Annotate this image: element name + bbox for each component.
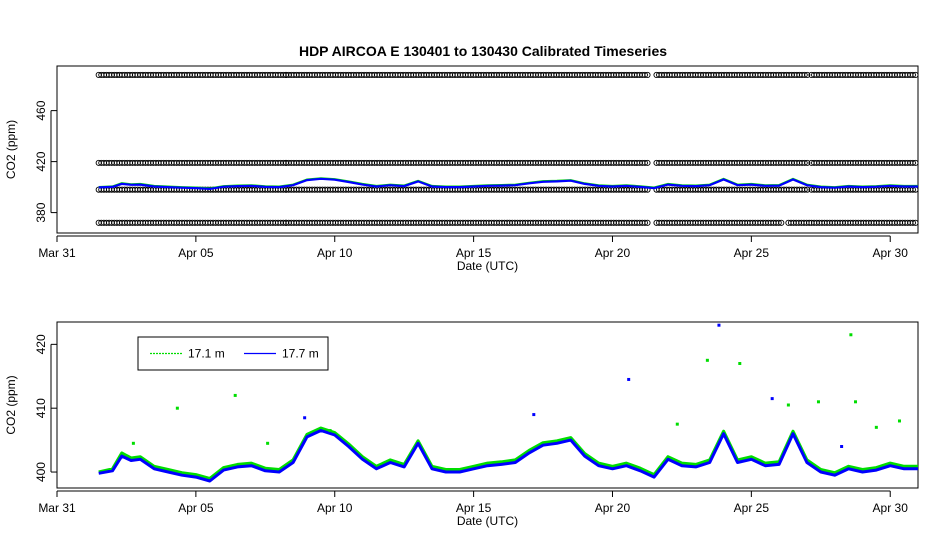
x-tick-label: Apr 30 — [873, 246, 909, 260]
outlier-point — [233, 393, 237, 397]
outlier-point — [175, 406, 179, 410]
outlier-point — [874, 425, 878, 429]
outlier-point — [738, 362, 742, 365]
standard-point — [641, 219, 648, 226]
outlier-point — [897, 419, 901, 423]
legend: 17.1 m 17.7 m — [137, 336, 329, 371]
outlier-point — [717, 323, 721, 327]
standard-point — [641, 71, 648, 78]
x-tick-label: Apr 25 — [734, 501, 770, 515]
y-tick-label: 400 — [34, 462, 48, 482]
y-tick-label: 410 — [34, 398, 48, 418]
standard-point — [644, 159, 651, 166]
outlier-point — [627, 377, 631, 381]
x-tick-label: Mar 31 — [38, 501, 76, 515]
x-tick-label: Apr 30 — [873, 501, 909, 515]
panel-calibrated-standards: Mar 31 Apr 05 Apr 10 Apr 15 Apr 20 Apr 25 Apr … — [4, 65, 919, 273]
x-tick-label: Apr 10 — [317, 501, 353, 515]
y-axis: 380 420 460 — [34, 100, 57, 223]
standard-point — [641, 159, 648, 166]
x-tick-label: Apr 15 — [456, 501, 492, 515]
series-line — [98, 429, 918, 483]
x-tick-label: Apr 20 — [595, 501, 631, 515]
outlier-point — [840, 445, 844, 448]
standard-point — [644, 71, 651, 78]
y-tick-label: 420 — [34, 334, 48, 354]
standard-level — [95, 219, 919, 226]
standard-level — [95, 71, 919, 78]
standard-point — [912, 219, 919, 226]
outlier-point — [328, 429, 332, 433]
standard-point — [778, 219, 785, 226]
standard-point — [804, 159, 811, 166]
x-tick-label: Apr 05 — [178, 246, 214, 260]
standard-point — [912, 71, 919, 78]
outlier-point — [786, 403, 790, 407]
legend-label: 17.7 m — [282, 347, 319, 361]
panel-co2-timeseries: Mar 31 Apr 05 Apr 10 Apr 15 Apr 20 Apr 25 Apr … — [4, 321, 919, 528]
y-axis-label: CO2 (ppm) — [4, 375, 18, 434]
outlier-point — [303, 416, 307, 420]
y-axis-label: CO2 (ppm) — [4, 120, 18, 179]
outlier-point — [816, 400, 820, 404]
y-tick-label: 460 — [34, 100, 48, 120]
standard-point — [801, 71, 808, 78]
standard-point — [909, 71, 916, 78]
ambient-series-line — [98, 177, 918, 191]
x-tick-label: Apr 05 — [178, 501, 214, 515]
y-tick-label: 380 — [34, 202, 48, 222]
outlier-point — [705, 358, 709, 362]
standard-level — [95, 186, 919, 193]
x-axis: Mar 31 Apr 05 Apr 10 Apr 15 Apr 20 Apr 25 Apr … — [38, 490, 909, 515]
standard-point — [801, 186, 808, 193]
x-tick-label: Mar 31 — [38, 246, 76, 260]
standard-point — [804, 186, 811, 193]
outlier-point — [675, 422, 679, 426]
x-axis-label: Date (UTC) — [457, 514, 518, 528]
chart-title: HDP AIRCOA E 130401 to 130430 Calibrated… — [299, 43, 667, 59]
y-axis: 400 410 420 — [34, 334, 57, 482]
y-tick-label: 420 — [34, 151, 48, 171]
standard-point — [909, 159, 916, 166]
x-tick-label: Apr 20 — [595, 246, 631, 260]
standard-point — [909, 219, 916, 226]
x-tick-label: Apr 10 — [317, 246, 353, 260]
outlier-point — [532, 413, 536, 417]
standard-point — [804, 71, 811, 78]
plot-frame — [56, 65, 919, 234]
standard-level — [95, 159, 919, 166]
standard-point — [775, 219, 782, 226]
standard-point — [912, 159, 919, 166]
x-tick-label: Apr 25 — [734, 246, 770, 260]
outlier-point — [849, 333, 853, 337]
standard-point — [801, 159, 808, 166]
outlier-point — [131, 441, 135, 445]
x-axis: Mar 31 Apr 05 Apr 10 Apr 15 Apr 20 Apr 25 Apr … — [38, 235, 909, 260]
plot-frame — [56, 321, 919, 489]
standard-point — [644, 219, 651, 226]
x-tick-label: Apr 15 — [456, 246, 492, 260]
outlier-point — [770, 397, 774, 401]
outlier-point — [854, 400, 858, 404]
x-axis-label: Date (UTC) — [457, 259, 518, 273]
outlier-point — [266, 441, 270, 445]
legend-label: 17.1 m — [188, 347, 225, 361]
